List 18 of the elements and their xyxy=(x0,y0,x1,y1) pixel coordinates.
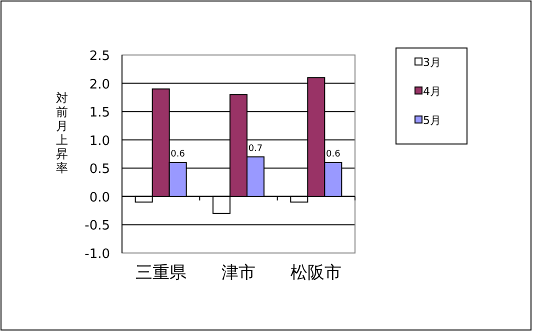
y-tick-label: 1.5 xyxy=(89,106,110,121)
legend-label: 3月 xyxy=(423,56,441,69)
x-tick-label: 津市 xyxy=(222,263,256,283)
data-label: 0.6 xyxy=(326,149,341,160)
y-tick-label: 0.5 xyxy=(89,162,110,178)
x-tick-label: 三重県 xyxy=(135,263,186,283)
data-label: 0.7 xyxy=(248,144,263,154)
y-tick-label: 2.5 xyxy=(89,49,110,64)
y-tick-label: 1.0 xyxy=(89,134,110,149)
data-label: 0.6 xyxy=(170,149,186,160)
y-tick-label: -1.0 xyxy=(84,247,110,262)
x-tick-label: 松阪市 xyxy=(290,263,342,283)
y-tick-label: 2.0 xyxy=(89,77,110,92)
y-tick-label: -0.5 xyxy=(84,218,110,234)
y-tick-label: 0.0 xyxy=(89,190,110,206)
legend-label: 4月 xyxy=(423,85,441,98)
legend-label: 5月 xyxy=(423,114,441,127)
y-axis-title: 対前月上昇率 xyxy=(56,91,68,175)
